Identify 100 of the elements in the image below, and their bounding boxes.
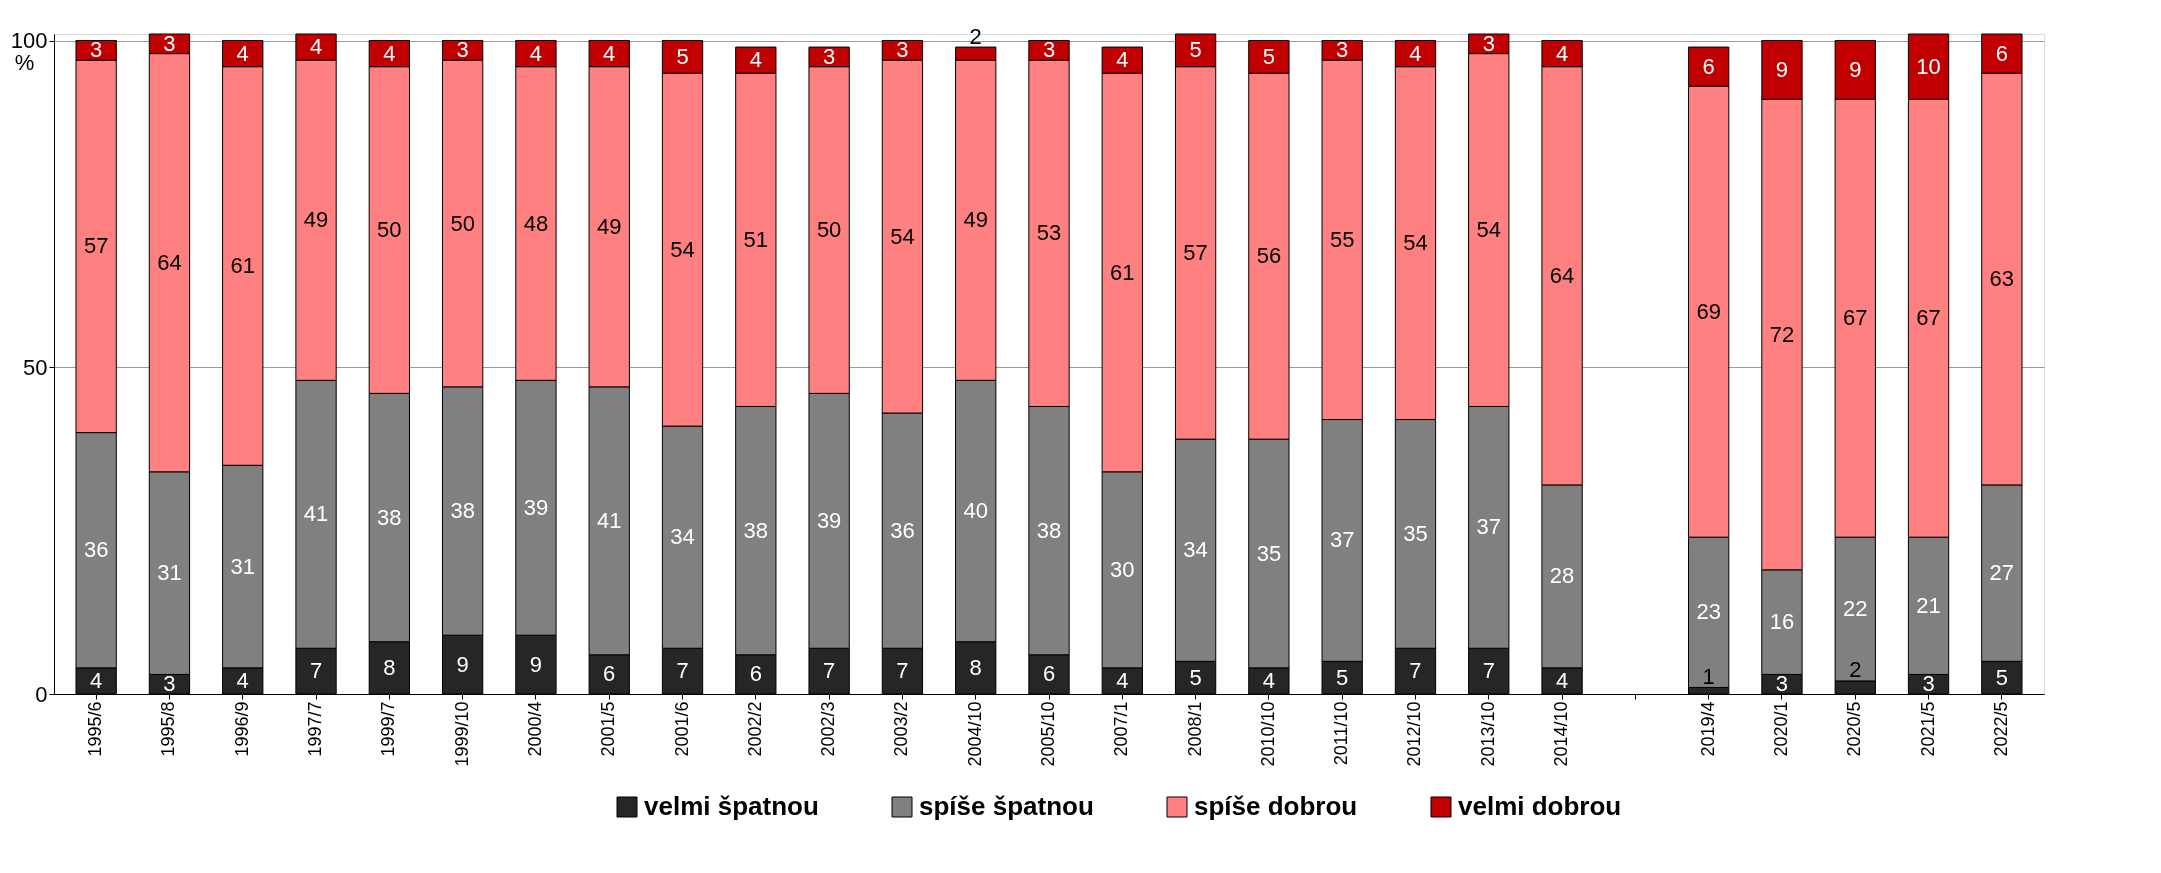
- data-label: 7: [896, 658, 909, 684]
- data-label: 2: [1849, 657, 1862, 683]
- data-label: 23: [1696, 599, 1721, 625]
- data-label: 30: [1110, 556, 1135, 582]
- data-label: 4: [309, 34, 323, 60]
- data-label: 7: [1409, 658, 1422, 684]
- x-tick-label: 2002/2: [744, 701, 765, 757]
- data-label: 4: [90, 667, 103, 693]
- y-tick-label: 50: [23, 354, 48, 380]
- data-label: 51: [743, 226, 769, 252]
- legend-label: spíše dobrou: [1194, 791, 1358, 821]
- x-tick-label: 1997/7: [305, 701, 326, 757]
- data-label: 4: [236, 667, 249, 693]
- data-label: 36: [890, 517, 915, 543]
- legend-label: spíše špatnou: [919, 791, 1094, 821]
- data-label: 38: [450, 498, 475, 524]
- data-label: 7: [822, 658, 836, 684]
- x-tick-label: 2002/3: [818, 701, 839, 757]
- data-label: 67: [1916, 305, 1941, 331]
- data-label: 28: [1549, 563, 1575, 589]
- data-label: 4: [1116, 667, 1129, 693]
- x-tick-label: 2012/10: [1404, 701, 1425, 767]
- data-label: 9: [1849, 56, 1862, 82]
- data-label: 5: [676, 43, 689, 69]
- data-label: 63: [1989, 266, 2015, 292]
- data-label: 39: [523, 494, 549, 520]
- x-tick-label: 2000/4: [524, 701, 545, 757]
- data-label: 4: [603, 40, 616, 66]
- data-label: 3: [1922, 671, 1935, 697]
- data-label: 37: [1329, 527, 1355, 553]
- data-label: 55: [1329, 226, 1355, 252]
- legend-label: velmi špatnou: [644, 791, 819, 821]
- data-label: 53: [1036, 220, 1062, 246]
- data-label: 7: [1482, 658, 1495, 684]
- data-label: 35: [1403, 520, 1428, 546]
- x-tick-label: 2008/1: [1184, 701, 1205, 757]
- x-tick-label: 2001/5: [598, 701, 619, 757]
- data-label: 3: [456, 37, 469, 63]
- data-label: 54: [1476, 217, 1502, 243]
- data-label: 5: [1189, 37, 1202, 63]
- data-label: 49: [303, 207, 329, 233]
- data-label: 50: [816, 217, 842, 243]
- x-tick-label: 2001/6: [671, 701, 692, 757]
- data-label: 9: [1775, 56, 1789, 82]
- data-label: 8: [383, 654, 396, 680]
- data-label: 38: [743, 517, 769, 543]
- data-label: 5: [1262, 43, 1276, 69]
- data-label: 4: [1262, 667, 1276, 693]
- data-label: 7: [309, 658, 323, 684]
- data-label: 4: [749, 47, 762, 73]
- data-label: 3: [90, 37, 103, 63]
- data-label: 1: [1702, 664, 1715, 690]
- data-label: 16: [1769, 609, 1795, 635]
- data-label: 40: [963, 498, 988, 524]
- x-tick-label: 2019/4: [1697, 701, 1718, 757]
- data-label: 8: [969, 654, 982, 680]
- data-label: 54: [1403, 230, 1428, 256]
- data-label: 34: [670, 524, 695, 550]
- data-label: 6: [749, 661, 762, 687]
- data-label: 5: [1336, 664, 1349, 690]
- data-label: 49: [596, 213, 622, 239]
- data-label: 22: [1843, 596, 1868, 622]
- data-label: 31: [157, 560, 182, 586]
- data-label: 3: [1482, 30, 1495, 56]
- x-tick-label: 1995/6: [85, 701, 106, 757]
- data-label: 4: [1555, 667, 1569, 693]
- data-label: 4: [236, 40, 249, 66]
- data-label: 50: [377, 217, 402, 243]
- data-label: 50: [450, 210, 475, 236]
- x-tick-label: 1995/8: [158, 701, 179, 757]
- data-label: 56: [1256, 243, 1282, 269]
- x-tick-label: 2014/10: [1551, 701, 1572, 767]
- data-label: 5: [1995, 664, 2008, 690]
- data-label: 4: [1409, 40, 1422, 66]
- data-label: 3: [163, 30, 176, 56]
- data-label: 36: [83, 537, 109, 563]
- x-tick-label: 2003/2: [891, 701, 912, 757]
- legend-label: velmi dobrou: [1458, 791, 1622, 821]
- data-label: 49: [963, 207, 988, 233]
- data-label: 64: [1549, 262, 1575, 288]
- data-label: 57: [1183, 239, 1208, 265]
- data-label: 72: [1769, 321, 1795, 347]
- data-label: 4: [1555, 40, 1569, 66]
- data-label: 61: [1110, 259, 1135, 285]
- data-label: 41: [303, 501, 329, 527]
- x-tick-label: 2022/5: [1990, 701, 2011, 757]
- data-label: 10: [1916, 53, 1941, 79]
- data-label: 61: [230, 252, 255, 278]
- data-label: 4: [1116, 47, 1129, 73]
- x-tick-label: 1999/10: [451, 701, 472, 767]
- data-label: 6: [1042, 661, 1056, 687]
- data-label: 3: [822, 43, 836, 69]
- data-label: 69: [1696, 298, 1721, 324]
- data-label: 34: [1183, 537, 1208, 563]
- data-label: 9: [456, 651, 469, 677]
- data-label: 7: [676, 658, 689, 684]
- data-label: 38: [1036, 517, 1062, 543]
- x-tick-label: 1996/9: [231, 701, 252, 757]
- data-label: 9: [529, 651, 543, 677]
- x-tick-label: 2021/5: [1917, 701, 1938, 757]
